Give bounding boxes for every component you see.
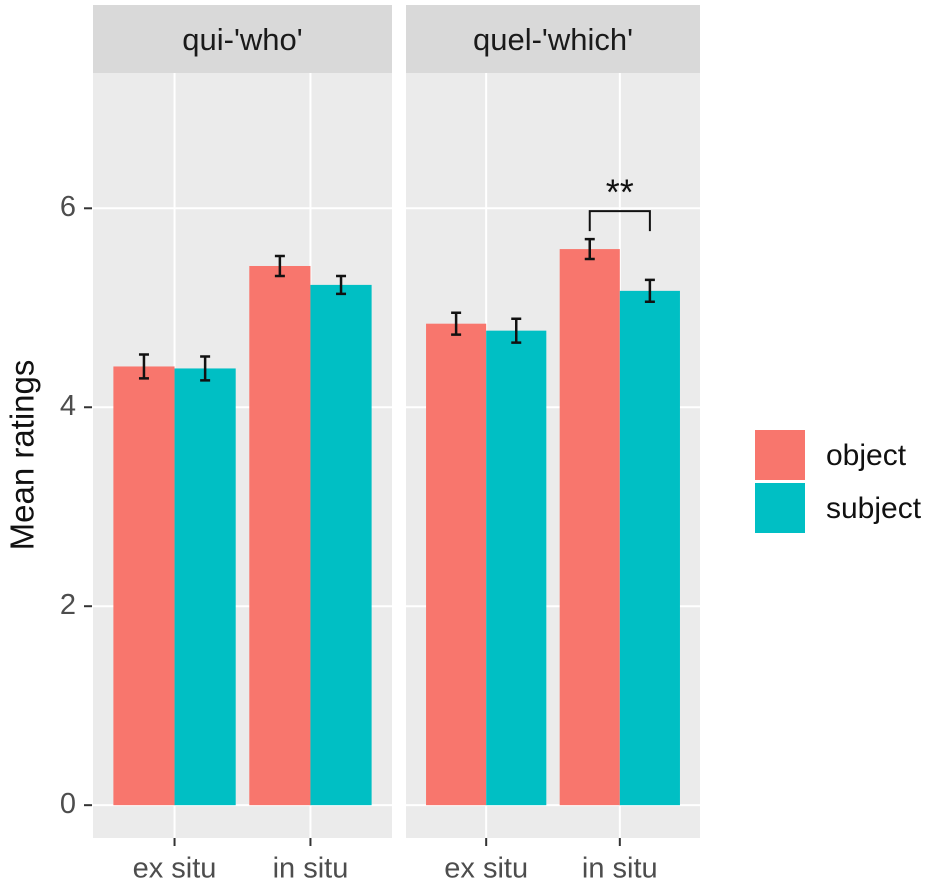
y-axis-label: Mean ratings — [4, 360, 41, 551]
y-tick-label: 6 — [60, 191, 76, 223]
bar — [174, 368, 236, 806]
facet-title: quel-'which' — [473, 22, 633, 57]
strip — [406, 5, 700, 73]
error-bar — [200, 355, 211, 382]
x-tick-label: ex situ — [133, 853, 217, 885]
bar — [113, 366, 175, 806]
bar — [426, 323, 487, 806]
y-tick-label: 4 — [60, 390, 76, 422]
legend-key — [755, 430, 805, 480]
significance-bracket — [588, 210, 651, 232]
x-tick-label: ex situ — [444, 853, 528, 885]
bar — [619, 290, 680, 806]
legend-label: object — [826, 439, 907, 472]
error-bar — [336, 274, 347, 296]
error-bar — [644, 278, 655, 304]
bar — [486, 330, 547, 806]
legend-key — [755, 483, 805, 533]
bar — [559, 249, 620, 806]
error-bar — [584, 237, 595, 261]
error-bar — [511, 317, 522, 344]
bar — [249, 265, 311, 806]
x-tick-label: in situ — [273, 853, 349, 885]
significance-label: ** — [606, 172, 634, 213]
y-tick-label: 2 — [60, 589, 76, 621]
x-tick-label: in situ — [582, 853, 658, 885]
error-bar — [274, 254, 285, 278]
error-bar — [138, 353, 149, 380]
strip — [93, 5, 392, 73]
facet-title: qui-'who' — [182, 22, 302, 57]
bar — [310, 284, 372, 806]
y-tick-label: 0 — [60, 788, 76, 820]
error-bar — [451, 311, 462, 336]
legend-label: subject — [826, 492, 922, 525]
